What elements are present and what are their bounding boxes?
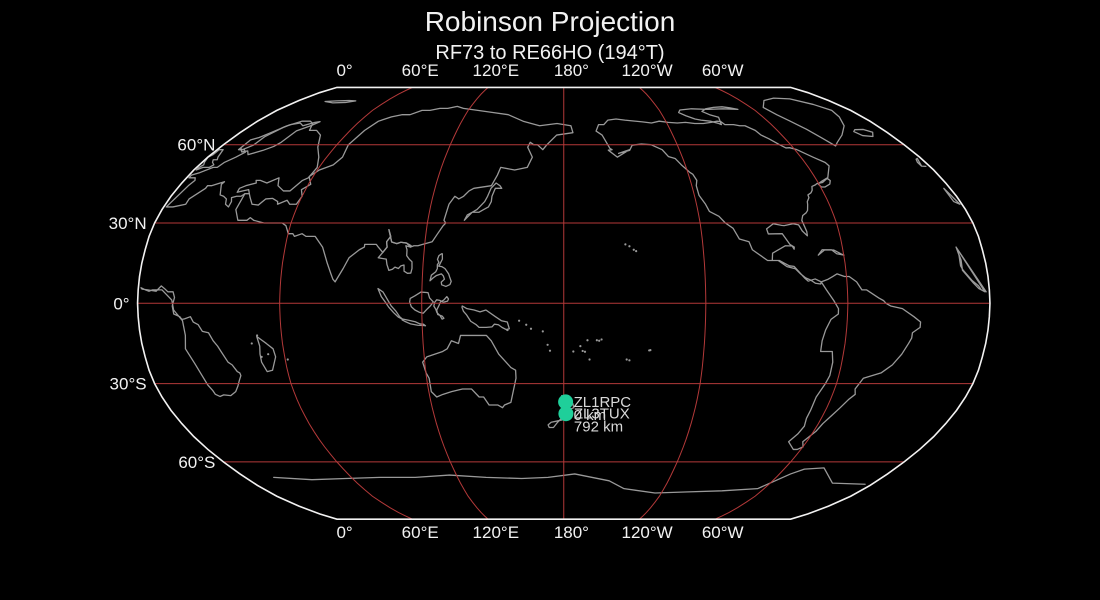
svg-text:792 km: 792 km [574, 419, 623, 436]
svg-text:0°: 0° [113, 294, 129, 313]
svg-text:30°S: 30°S [110, 375, 147, 394]
svg-text:60°N: 60°N [177, 136, 215, 155]
svg-text:60°W: 60°W [702, 523, 744, 542]
svg-text:60°E: 60°E [402, 61, 439, 80]
svg-text:60°W: 60°W [702, 61, 744, 80]
svg-text:180°: 180° [554, 61, 589, 80]
svg-text:30°N: 30°N [109, 214, 147, 233]
svg-text:120°W: 120°W [621, 523, 672, 542]
svg-text:120°E: 120°E [473, 61, 520, 80]
svg-text:60°E: 60°E [402, 523, 439, 542]
svg-text:180°: 180° [554, 523, 589, 542]
svg-text:120°E: 120°E [473, 523, 520, 542]
svg-text:120°W: 120°W [621, 61, 672, 80]
svg-text:60°S: 60°S [178, 453, 215, 472]
svg-text:0°: 0° [336, 61, 352, 80]
svg-text:0°: 0° [336, 523, 352, 542]
